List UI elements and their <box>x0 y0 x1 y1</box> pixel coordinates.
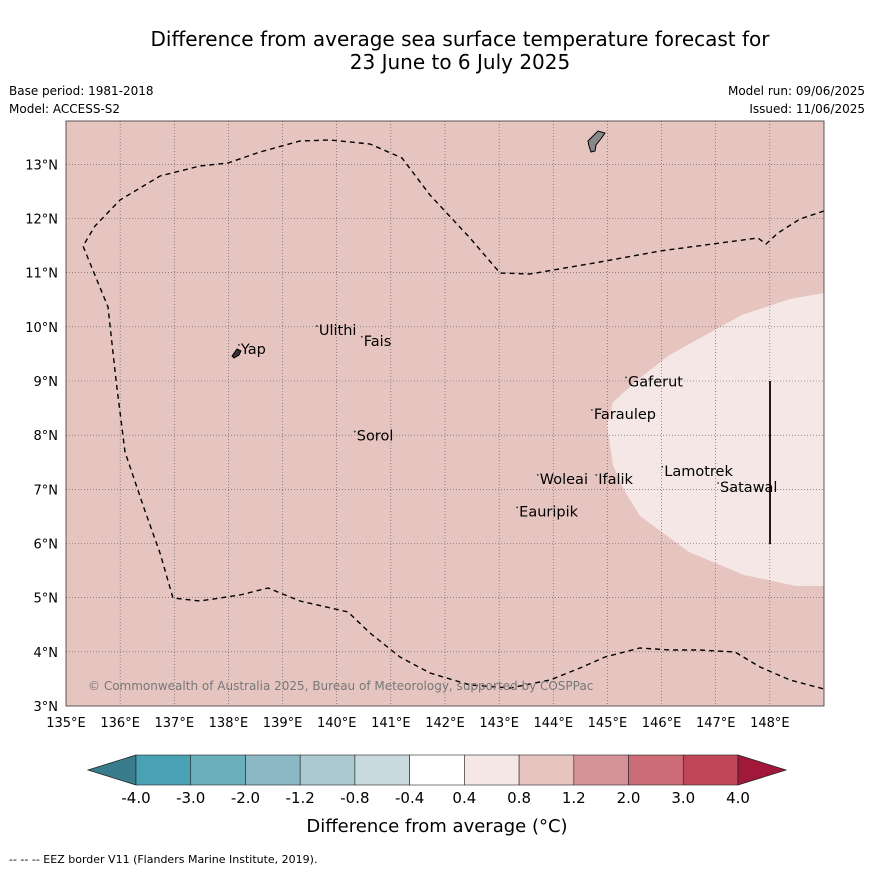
island-label-lamotrek: Lamotrek <box>664 464 733 480</box>
island-marker <box>315 325 318 327</box>
graticule <box>66 121 824 706</box>
lon-tick-label: 140°E <box>317 716 357 731</box>
island-label-woleai: Woleai <box>540 472 588 488</box>
colorbar-segment <box>135 754 192 786</box>
island-marker <box>595 474 598 476</box>
island-labels: Yap Ulithi Fais Sorol Gaferut Faraulep Lamotre… <box>240 323 778 520</box>
island-label-fais: Fais <box>364 334 391 350</box>
island-marker <box>661 465 664 468</box>
eez-border <box>82 139 825 690</box>
colorbar-tick-label: -3.0 <box>176 789 205 807</box>
island-label-ifalik: Ifalik <box>598 472 633 488</box>
colorbar-tick-label: -4.0 <box>121 789 150 807</box>
model-run: Model run: 09/06/2025 <box>727 84 865 98</box>
lat-tick-label: 6°N <box>34 538 59 553</box>
lon-tick-label: 142°E <box>425 716 465 731</box>
lat-tick-labels: 3°N 4°N 5°N 6°N 7°N 8°N 9°N 10°N 11°N 12°N 13°N <box>25 158 58 715</box>
island-marker <box>237 344 240 346</box>
colorbar <box>86 754 788 786</box>
island-label-gaferut: Gaferut <box>628 374 683 390</box>
lon-tick-label: 148°E <box>750 716 790 731</box>
island-label-satawal: Satawal <box>720 480 777 496</box>
lat-tick-label: 5°N <box>34 592 59 607</box>
lon-tick-label: 147°E <box>696 716 736 731</box>
guam-island <box>587 130 606 153</box>
base-period: Base period: 1981-2018 <box>9 84 154 98</box>
island-marker <box>516 506 519 509</box>
island-label-ulithi: Ulithi <box>319 323 357 339</box>
colorbar-high-extend <box>737 754 788 786</box>
lat-tick-label: 7°N <box>34 483 59 498</box>
island-marker <box>353 430 356 433</box>
colorbar-tick-label: -0.8 <box>340 789 369 807</box>
colorbar-tick-label: -0.4 <box>395 789 424 807</box>
colorbar-segment <box>409 754 465 786</box>
island-marker <box>590 409 593 411</box>
lon-tick-label: 143°E <box>479 716 519 731</box>
colorbar-tick-label: 2.0 <box>617 789 641 807</box>
lon-tick-label: 138°E <box>209 716 249 731</box>
model-name: Model: ACCESS-S2 <box>9 102 121 116</box>
colorbar-label: Difference from average (°C) <box>306 816 567 837</box>
island-marker <box>717 482 719 484</box>
lat-tick-label: 3°N <box>34 700 59 715</box>
colorbar-tick-label: 3.0 <box>671 789 695 807</box>
island-marker <box>536 474 539 476</box>
meta-left: Base period: 1981-2018 Model: ACCESS-S2 <box>9 82 154 118</box>
lon-tick-label: 135°E <box>46 716 86 731</box>
copyright-note: © Commonwealth of Australia 2025, Bureau… <box>88 679 593 693</box>
lon-tick-labels: 135°E 136°E 137°E 138°E 139°E 140°E 141°E 142°E… <box>46 716 789 731</box>
colorbar-segment <box>354 754 410 786</box>
island-marker <box>360 335 363 338</box>
colorbar-segment <box>245 754 301 786</box>
issued-date: Issued: 11/06/2025 <box>749 102 865 116</box>
eez-footer-note: -- -- -- EEZ border V11 (Flanders Marine… <box>9 853 318 866</box>
colorbar-tick-label: 0.4 <box>452 789 476 807</box>
colorbar-segment <box>628 754 684 786</box>
colorbar-segment <box>518 754 575 786</box>
yap-island <box>231 348 242 359</box>
colorbar-tick-label: 1.2 <box>562 789 586 807</box>
title-line-2: 23 June to 6 July 2025 <box>349 50 571 74</box>
meta-right: Model run: 09/06/2025 Issued: 11/06/2025 <box>728 82 865 118</box>
lat-tick-label: 12°N <box>25 213 58 228</box>
lon-tick-label: 141°E <box>371 716 411 731</box>
colorbar-tick-label: 4.0 <box>726 789 750 807</box>
title-line-1: Difference from average sea surface temp… <box>150 27 770 51</box>
lon-tick-label: 136°E <box>100 716 140 731</box>
colorbar-segment <box>190 754 246 786</box>
lat-tick-label: 11°N <box>25 267 58 282</box>
island-label-faraulep: Faraulep <box>594 407 656 423</box>
lon-tick-label: 139°E <box>263 716 303 731</box>
colorbar-tick-labels: -4.0 -3.0 -2.0 -1.2 -0.8 -0.4 0.4 0.8 1.2 2.0 3.0 4… <box>121 789 750 807</box>
island-markers <box>237 325 719 509</box>
lon-tick-label: 145°E <box>588 716 628 731</box>
colorbar-tick-label: 0.8 <box>507 789 531 807</box>
lon-tick-label: 137°E <box>155 716 195 731</box>
island-label-eauripik: Eauripik <box>519 504 578 520</box>
map-title: Difference from average sea surface temp… <box>60 28 860 74</box>
colorbar-low-extend <box>86 754 137 786</box>
lat-tick-label: 10°N <box>25 321 58 336</box>
lon-tick-label: 144°E <box>534 716 574 731</box>
lat-tick-label: 13°N <box>25 158 58 173</box>
lat-tick-label: 8°N <box>34 429 59 444</box>
map-frame <box>65 120 825 707</box>
lon-tick-label: 146°E <box>642 716 682 731</box>
island-label-sorol: Sorol <box>357 429 394 445</box>
colorbar-segment <box>299 754 356 786</box>
colorbar-segment <box>682 754 739 786</box>
colorbar-tick-label: -1.2 <box>286 789 315 807</box>
lat-tick-label: 9°N <box>34 375 59 390</box>
island-marker <box>625 376 627 379</box>
colorbar-segment <box>464 754 520 786</box>
colorbar-segment <box>573 754 629 786</box>
colorbar-tick-label: -2.0 <box>231 789 260 807</box>
island-label-yap: Yap <box>240 342 266 358</box>
lat-tick-label: 4°N <box>34 646 59 661</box>
